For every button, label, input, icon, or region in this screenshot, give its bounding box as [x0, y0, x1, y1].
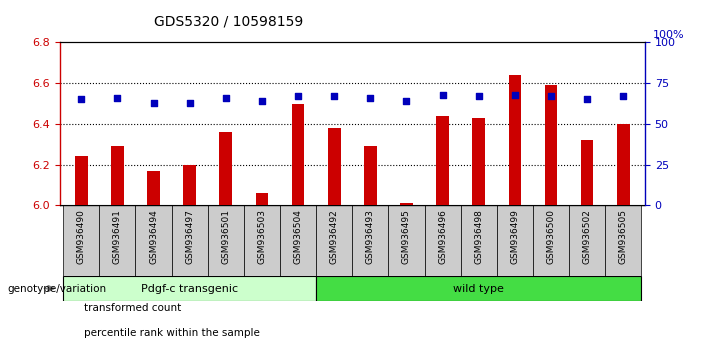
Bar [172, 205, 207, 276]
Bar [472, 118, 485, 205]
Bar [280, 205, 316, 276]
Text: Pdgf-c transgenic: Pdgf-c transgenic [141, 284, 238, 293]
Text: GSM936501: GSM936501 [222, 209, 231, 264]
Point [111, 95, 123, 101]
Bar [256, 193, 268, 205]
Text: GSM936505: GSM936505 [619, 209, 627, 264]
Text: transformed count: transformed count [84, 303, 182, 313]
Point [329, 93, 340, 99]
Bar [388, 205, 425, 276]
Bar [63, 276, 316, 301]
Bar [545, 85, 557, 205]
Bar [353, 205, 388, 276]
Text: GSM936498: GSM936498 [474, 209, 483, 264]
Bar [135, 205, 172, 276]
Point [220, 95, 231, 101]
Point [148, 100, 159, 105]
Bar [316, 276, 641, 301]
Text: GSM936500: GSM936500 [547, 209, 555, 264]
Bar [75, 156, 88, 205]
Bar [100, 205, 135, 276]
Text: GSM936493: GSM936493 [366, 209, 375, 264]
Bar [244, 205, 280, 276]
Text: GSM936494: GSM936494 [149, 209, 158, 264]
Point [545, 93, 557, 99]
Bar [533, 205, 569, 276]
Bar [364, 146, 376, 205]
Text: GSM936490: GSM936490 [77, 209, 86, 264]
Text: percentile rank within the sample: percentile rank within the sample [84, 328, 260, 338]
Bar [328, 128, 341, 205]
Text: GDS5320 / 10598159: GDS5320 / 10598159 [154, 14, 304, 28]
Bar [569, 205, 605, 276]
Bar [292, 103, 304, 205]
Text: GSM936496: GSM936496 [438, 209, 447, 264]
Bar [147, 171, 160, 205]
Bar [219, 132, 232, 205]
Bar [497, 205, 533, 276]
Text: GSM936499: GSM936499 [510, 209, 519, 264]
Bar [617, 124, 629, 205]
Point [509, 92, 520, 97]
Text: wild type: wild type [454, 284, 504, 293]
Text: GSM936504: GSM936504 [294, 209, 303, 264]
Bar [400, 203, 413, 205]
Text: GSM936497: GSM936497 [185, 209, 194, 264]
Text: GSM936492: GSM936492 [329, 209, 339, 264]
Bar [605, 205, 641, 276]
Bar [581, 140, 594, 205]
Point [582, 97, 593, 102]
Text: GSM936491: GSM936491 [113, 209, 122, 264]
Bar [461, 205, 497, 276]
Point [618, 93, 629, 99]
Bar [111, 146, 123, 205]
Bar [207, 205, 244, 276]
Text: GSM936503: GSM936503 [257, 209, 266, 264]
Bar [63, 205, 100, 276]
Point [184, 100, 196, 105]
Point [437, 92, 448, 97]
Text: GSM936495: GSM936495 [402, 209, 411, 264]
Point [292, 93, 304, 99]
Point [401, 98, 412, 104]
Bar [316, 205, 353, 276]
Text: genotype/variation: genotype/variation [7, 284, 106, 293]
Bar [436, 116, 449, 205]
Bar [425, 205, 461, 276]
Point [365, 95, 376, 101]
Bar [184, 165, 196, 205]
Bar [508, 75, 521, 205]
Point [76, 97, 87, 102]
Point [473, 93, 484, 99]
Text: GSM936502: GSM936502 [583, 209, 592, 264]
Text: 100%: 100% [653, 30, 685, 40]
Point [257, 98, 268, 104]
